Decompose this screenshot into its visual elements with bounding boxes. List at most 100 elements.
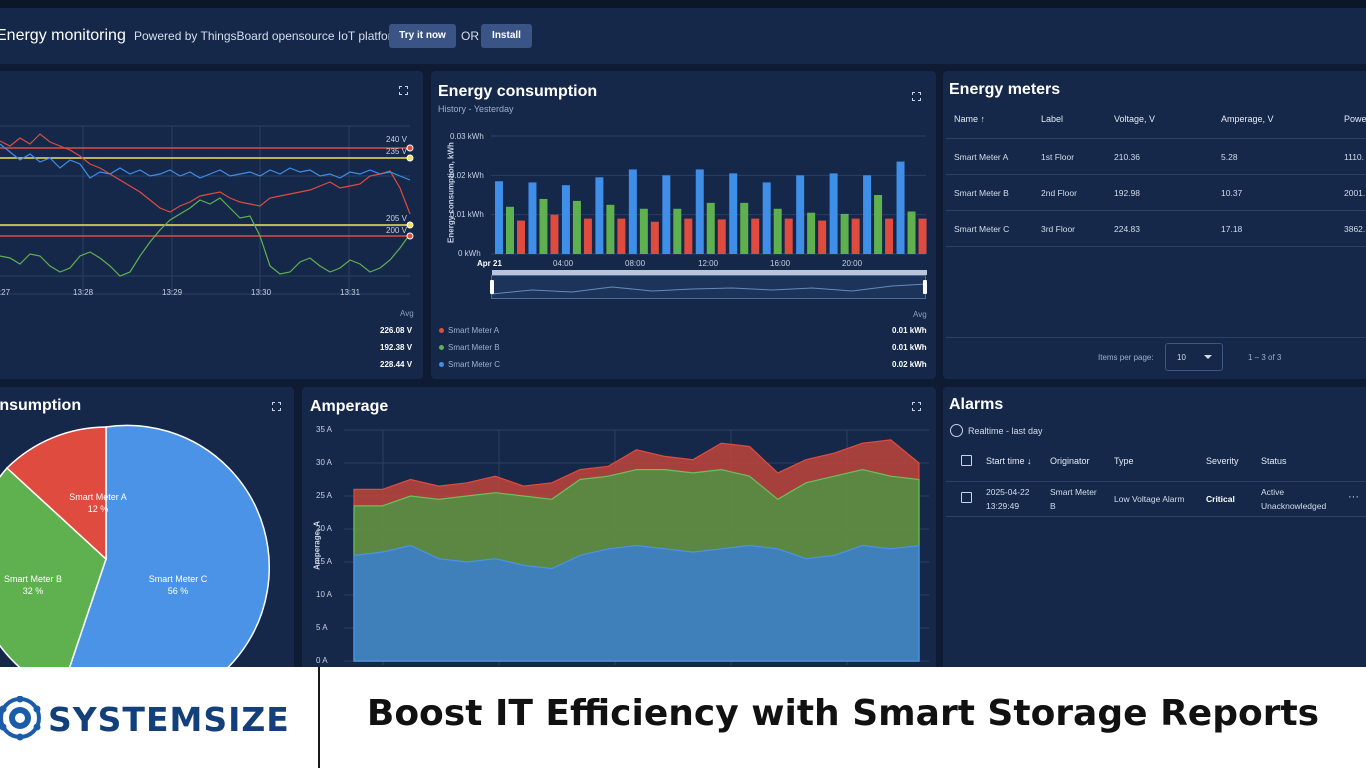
pie-chart	[0, 424, 270, 672]
bar-smart-meter-b[interactable]	[572, 200, 581, 254]
avg-header: Avg	[913, 310, 927, 319]
zoom-handle-left[interactable]	[490, 280, 494, 294]
column-header-start-time[interactable]: Start time ↓	[986, 456, 1032, 466]
bar-smart-meter-c[interactable]	[662, 175, 671, 254]
bar-smart-meter-c[interactable]	[863, 175, 872, 254]
bar-smart-meter-c[interactable]	[595, 177, 604, 254]
bar-smart-meter-c[interactable]	[762, 182, 771, 254]
y-tick: 0.02 kWh	[450, 171, 484, 180]
panel-title: Energy meters	[949, 81, 1061, 98]
bar-smart-meter-b[interactable]	[740, 202, 749, 254]
bar-smart-meter-b[interactable]	[506, 206, 514, 254]
pie-slice-meter-a[interactable]	[5, 426, 107, 561]
alarm-start-time: 13:29:49	[986, 501, 1020, 511]
bar-smart-meter-a[interactable]	[583, 218, 592, 254]
footer-divider	[318, 667, 320, 768]
column-header-severity[interactable]: Severity	[1206, 456, 1239, 466]
cell-amperage: 17.18	[1221, 224, 1243, 234]
bar-smart-meter-b[interactable]	[606, 204, 615, 254]
y-tick: 5 A	[316, 623, 328, 632]
bar-smart-meter-c[interactable]	[628, 169, 637, 254]
items-per-page-select[interactable]: 10	[1165, 343, 1223, 371]
or-text: OR	[461, 29, 479, 43]
fullscreen-icon[interactable]	[911, 401, 921, 411]
cell-voltage: 224.83	[1114, 224, 1140, 234]
y-tick: 10 A	[316, 590, 333, 599]
select-all-checkbox[interactable]	[961, 455, 972, 466]
bar-smart-meter-a[interactable]	[517, 220, 525, 254]
voltage-series-c	[0, 143, 411, 181]
try-it-now-button[interactable]: Try it now	[389, 24, 456, 48]
threshold-label-205: 205 V	[386, 214, 407, 223]
cell-name: Smart Meter A	[954, 152, 1009, 162]
zoom-handle-right[interactable]	[923, 280, 927, 294]
bar-smart-meter-a[interactable]	[851, 218, 860, 254]
bar-smart-meter-c[interactable]	[495, 181, 503, 254]
bar-smart-meter-b[interactable]	[673, 208, 682, 254]
bar-smart-meter-a[interactable]	[751, 218, 760, 254]
x-tick: 13:27	[0, 288, 11, 297]
panel-title: Consumption	[0, 397, 82, 414]
bar-smart-meter-b[interactable]	[706, 202, 715, 254]
legend-item-meter-b[interactable]: Smart Meter B	[439, 343, 500, 352]
panel-subtitle: History - Yesterday	[438, 104, 514, 114]
bar-smart-meter-a[interactable]	[650, 221, 659, 254]
bar-smart-meter-b[interactable]	[639, 208, 648, 254]
bar-smart-meter-a[interactable]	[918, 218, 927, 254]
cell-voltage: 210.36	[1114, 152, 1140, 162]
legend-item-meter-a[interactable]: Smart Meter A	[439, 326, 499, 335]
legend-value: 0.01 kWh	[892, 343, 927, 352]
bar-smart-meter-b[interactable]	[539, 198, 548, 254]
bar-smart-meter-c[interactable]	[561, 185, 570, 254]
fullscreen-icon[interactable]	[398, 85, 408, 95]
x-tick: Apr 21	[477, 259, 502, 268]
bar-smart-meter-c[interactable]	[796, 175, 805, 254]
bar-smart-meter-a[interactable]	[684, 218, 693, 254]
fullscreen-icon[interactable]	[271, 401, 281, 411]
pie-slice-meter-c[interactable]	[61, 424, 270, 672]
avg-value: 192.38 V	[380, 343, 413, 352]
column-header-voltage[interactable]: Voltage, V	[1114, 114, 1156, 124]
bar-smart-meter-a[interactable]	[784, 218, 793, 254]
bar-smart-meter-b[interactable]	[773, 208, 782, 254]
avg-header: Avg	[400, 309, 414, 318]
fullscreen-icon[interactable]	[911, 91, 921, 101]
bar-smart-meter-c[interactable]	[829, 173, 838, 254]
more-options-icon[interactable]: ···	[1348, 491, 1359, 503]
column-header-label[interactable]: Label	[1041, 114, 1064, 124]
pie-label-meter-b: Smart Meter B 32 %	[3, 574, 62, 596]
bar-smart-meter-a[interactable]	[617, 218, 626, 254]
legend-dot	[439, 328, 444, 334]
area-smart-meter-c[interactable]	[353, 544, 920, 662]
install-button[interactable]: Install	[481, 24, 532, 48]
row-checkbox[interactable]	[961, 492, 972, 503]
column-header-status[interactable]: Status	[1261, 456, 1287, 466]
bar-smart-meter-a[interactable]	[818, 220, 827, 254]
timewindow-label[interactable]: Realtime - last day	[968, 426, 1043, 436]
legend-label: Smart Meter B	[448, 343, 500, 352]
column-header-amperage[interactable]: Amperage, V	[1221, 114, 1274, 124]
avg-value: 228.44 V	[380, 360, 413, 369]
legend-label: Smart Meter A	[448, 326, 500, 335]
bar-smart-meter-c[interactable]	[896, 161, 905, 254]
bar-smart-meter-b[interactable]	[840, 213, 849, 254]
bar-smart-meter-b[interactable]	[807, 212, 816, 254]
systemsize-logo-icon	[0, 696, 41, 741]
column-header-type[interactable]: Type	[1114, 456, 1134, 466]
bar-smart-meter-c[interactable]	[528, 182, 537, 254]
bar-smart-meter-a[interactable]	[885, 218, 894, 254]
column-header-originator[interactable]: Originator	[1050, 456, 1090, 466]
data-zoom-slider[interactable]	[490, 270, 927, 299]
top-strip	[0, 0, 1366, 8]
bar-smart-meter-b[interactable]	[907, 211, 916, 254]
alarms-panel: Alarms Realtime - last day Start time ↓ …	[943, 387, 1366, 672]
bar-smart-meter-c[interactable]	[695, 169, 704, 254]
bar-smart-meter-c[interactable]	[729, 173, 738, 254]
legend-item-meter-c[interactable]: Smart Meter C	[439, 360, 500, 369]
column-header-name[interactable]: Name ↑	[954, 114, 986, 124]
bar-smart-meter-a[interactable]	[550, 214, 559, 254]
pie-slice-meter-b[interactable]	[0, 466, 107, 672]
bar-smart-meter-b[interactable]	[874, 195, 883, 254]
column-header-power[interactable]: Power	[1344, 114, 1366, 124]
bar-smart-meter-a[interactable]	[717, 219, 726, 254]
